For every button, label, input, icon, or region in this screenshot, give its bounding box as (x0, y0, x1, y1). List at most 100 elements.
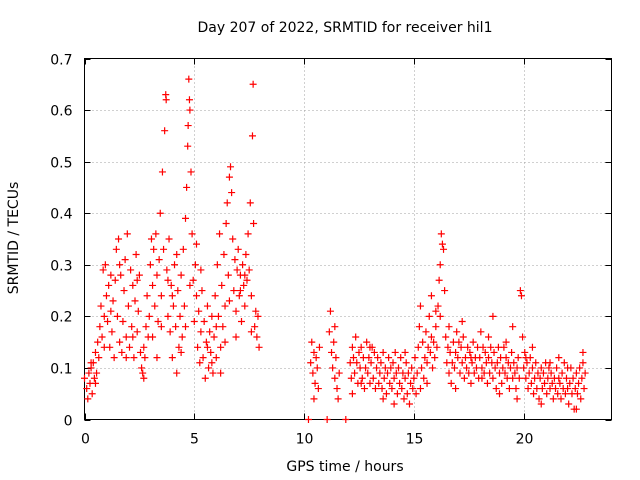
data-point (147, 235, 155, 243)
data-point (157, 292, 165, 300)
data-point (466, 348, 474, 356)
data-point (165, 235, 173, 243)
data-point (579, 348, 587, 356)
data-point (216, 230, 224, 238)
y-axis-title: SRMTID / TECUs (6, 182, 22, 295)
data-point (161, 127, 169, 135)
data-point (192, 292, 200, 300)
data-point (124, 302, 132, 310)
data-point (463, 364, 471, 372)
data-point (310, 395, 318, 403)
data-point (391, 348, 399, 356)
data-point (513, 395, 521, 403)
data-point (576, 364, 584, 372)
data-point (308, 338, 316, 346)
y-tick-label: 0.3 (50, 259, 72, 275)
y-tick-labels: 0 0.1 0.2 0.3 0.4 0.5 0.6 0.7 (50, 53, 72, 430)
data-point (454, 354, 462, 362)
data-point (162, 96, 170, 104)
data-point (402, 359, 410, 367)
data-point (398, 385, 406, 393)
data-point (564, 385, 572, 393)
data-point (404, 369, 412, 377)
y-tick-label: 0.4 (50, 207, 72, 223)
data-point (580, 385, 588, 393)
data-point (409, 385, 417, 393)
data-point (487, 343, 495, 351)
data-point (179, 245, 187, 253)
data-point (235, 292, 243, 300)
data-point (523, 359, 531, 367)
data-point (249, 80, 257, 88)
data-point (342, 416, 350, 423)
data-point (414, 343, 422, 351)
data-point (151, 302, 159, 310)
data-point (131, 297, 139, 305)
data-point (528, 343, 536, 351)
data-point (530, 390, 538, 398)
data-point (240, 281, 248, 289)
data-point (416, 385, 424, 393)
data-point (577, 395, 585, 403)
data-point (153, 354, 161, 362)
data-point (122, 333, 130, 341)
data-point (140, 343, 148, 351)
data-point (218, 281, 226, 289)
data-point (514, 354, 522, 362)
data-point (346, 359, 354, 367)
data-point (253, 333, 261, 341)
data-point (525, 369, 533, 377)
data-point (444, 343, 452, 351)
data-point (386, 379, 394, 387)
data-point (198, 287, 206, 295)
data-point (230, 287, 238, 295)
data-point (112, 245, 120, 253)
data-point (335, 369, 343, 377)
data-point (545, 364, 553, 372)
data-point (116, 261, 124, 269)
data-point (538, 385, 546, 393)
data-point (217, 343, 225, 351)
data-point (572, 405, 580, 413)
data-point (154, 318, 162, 326)
data-point (511, 369, 519, 377)
data-point (390, 374, 398, 382)
data-point (413, 369, 421, 377)
data-point (460, 374, 468, 382)
data-point (251, 323, 259, 331)
data-point (566, 379, 574, 387)
data-point (118, 348, 126, 356)
data-point (374, 354, 382, 362)
data-point (438, 240, 446, 248)
data-point (199, 354, 207, 362)
data-point (363, 338, 371, 346)
data-point (371, 385, 379, 393)
data-point (546, 359, 554, 367)
data-point (351, 369, 359, 377)
data-point (549, 395, 557, 403)
data-point (203, 343, 211, 351)
y-tick-label: 0 (64, 414, 73, 430)
data-point (573, 390, 581, 398)
data-point (427, 333, 435, 341)
data-point (220, 250, 228, 258)
data-point (385, 354, 393, 362)
data-point (555, 374, 563, 382)
data-point (232, 307, 240, 315)
data-point (225, 297, 233, 305)
data-point (111, 276, 119, 284)
data-point (334, 395, 342, 403)
data-point (133, 328, 141, 336)
data-point (348, 343, 356, 351)
data-point (200, 318, 208, 326)
data-point (501, 369, 509, 377)
data-point (424, 343, 432, 351)
data-point (396, 379, 404, 387)
data-point (579, 359, 587, 367)
data-point (188, 230, 196, 238)
data-point (370, 348, 378, 356)
data-point (387, 364, 395, 372)
data-point (168, 292, 176, 300)
data-point (121, 256, 129, 264)
